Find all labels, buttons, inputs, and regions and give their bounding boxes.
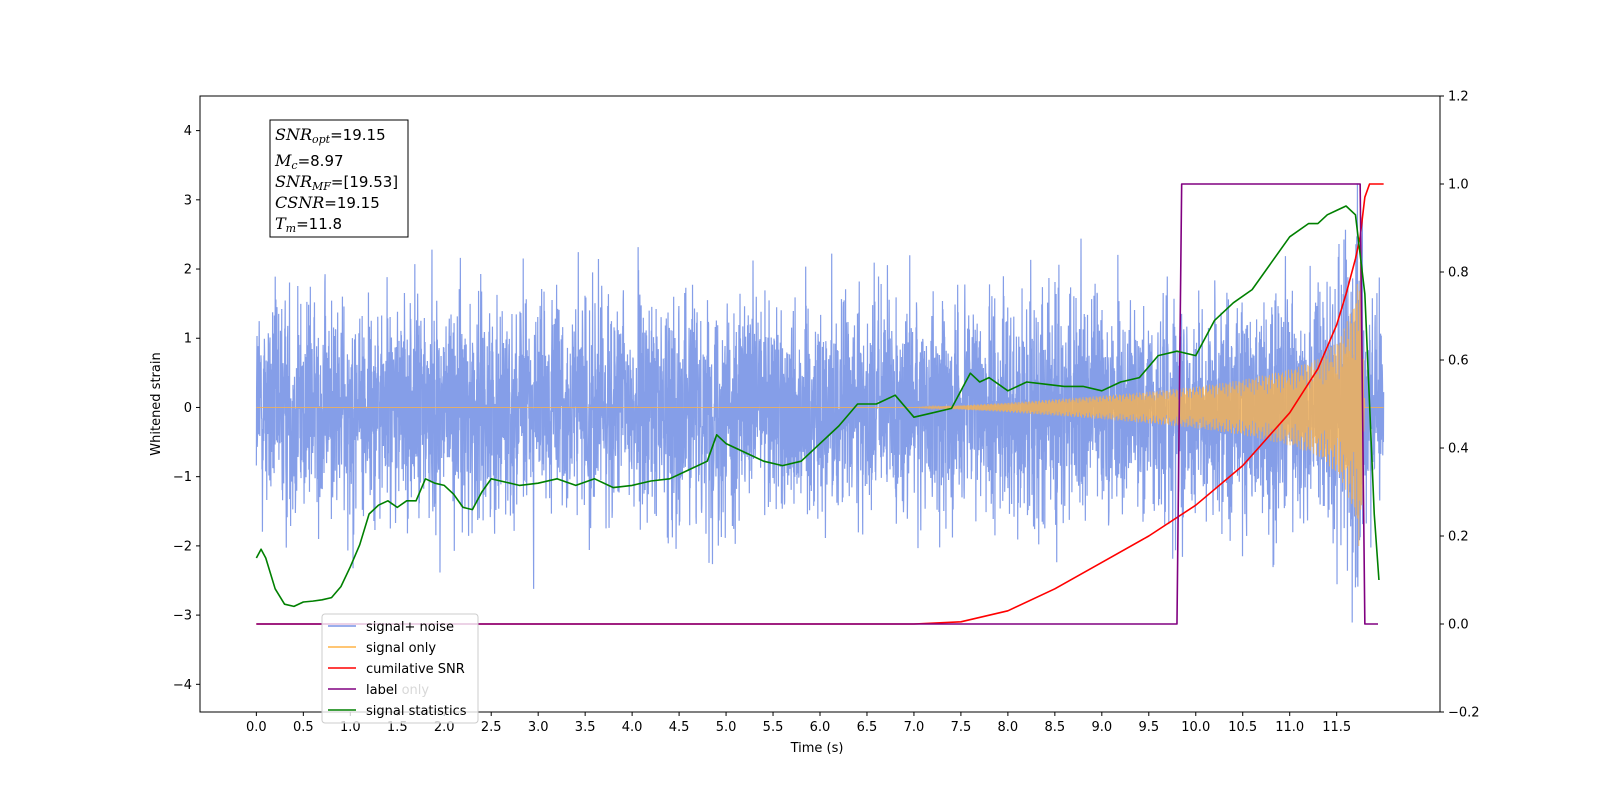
x-tick-label: 6.5 [857,720,878,735]
y-tick-label: −1 [173,470,192,485]
annotation-tm: Tm=11.8 [275,214,342,235]
y-tick-label: 3 [184,193,192,208]
y2-tick-label: −0.2 [1448,706,1480,721]
legend-item-signal-only: signal only [328,641,436,656]
y-tick-label: 2 [184,263,192,278]
x-tick-label: 2.0 [434,720,455,735]
x-tick-label: 7.5 [951,720,972,735]
y-axis-left: 4 3 2 1 0 −1 −2 −3 −4 [173,124,200,693]
svg-text:signal statistics: signal statistics [366,704,467,719]
y2-tick-label: 0.4 [1448,442,1469,457]
y2-tick-label: 0.6 [1448,354,1469,369]
x-tick-label: 3.5 [575,720,596,735]
x-tick-label: 0.0 [246,720,267,735]
y2-tick-label: 0.2 [1448,530,1469,545]
annotation-mc: Mc=8.97 [274,151,344,172]
y2-tick-label: 0.8 [1448,266,1469,281]
y-tick-label: 0 [184,401,192,416]
y-tick-label: −2 [173,539,192,554]
x-tick-label: 1.0 [340,720,361,735]
legend-item-signal-noise: signal+ noise [328,620,454,635]
x-tick-label: 5.5 [763,720,784,735]
x-tick-label: 0.5 [293,720,314,735]
x-tick-label: 10.0 [1181,720,1210,735]
x-axis-label: Time (s) [790,741,844,756]
parameters-annotation: SNRopt=19.15 Mc=8.97 SNRMF=[19.53] CSNR=… [269,119,409,238]
x-tick-label: 9.0 [1091,720,1112,735]
y-tick-label: −4 [173,678,192,693]
x-tick-label: 5.0 [716,720,737,735]
annotation-snr-mf: SNRMF=[19.53] [275,172,398,193]
legend-item-signal-statistics: signal statistics [328,704,467,719]
x-tick-label: 10.5 [1228,720,1257,735]
x-tick-label: 6.0 [810,720,831,735]
x-tick-label: 7.0 [904,720,925,735]
legend: signal+ noise signal only cumilative SNR… [321,613,479,724]
legend-item-label: label [328,683,397,698]
x-tick-label: 11.0 [1275,720,1304,735]
svg-text:signal only: signal only [366,641,436,656]
svg-text:signal+ noise: signal+ noise [366,620,454,635]
series-label [256,183,1378,625]
x-tick-label: 3.0 [528,720,549,735]
x-tick-label: 11.5 [1322,720,1351,735]
svg-text:label: label [366,683,397,698]
y-axis-label: Whitened strain [149,352,164,455]
x-tick-label: 4.0 [622,720,643,735]
series-signal-statistics [255,205,1380,608]
svg-text:cumilative SNR: cumilative SNR [366,662,465,677]
y-tick-label: 1 [184,332,192,347]
x-tick-label: 8.5 [1045,720,1066,735]
annotation-csnr: CSNR=19.15 [275,193,380,212]
x-tick-label: 2.5 [481,720,502,735]
svg-text:label only: label only [366,683,429,698]
x-tick-label: 8.0 [998,720,1019,735]
legend-item-label-only: label only [366,683,429,698]
annotation-snr-opt: SNRopt=19.15 [275,125,386,146]
legend-item-cumulative-snr: cumilative SNR [328,662,465,677]
y-axis-right: 1.2 1.0 0.8 0.6 0.4 0.2 0.0 −0.2 [1440,90,1480,721]
y2-tick-label: 0.0 [1448,618,1469,633]
y2-tick-label: 1.0 [1448,178,1469,193]
series-signal-only [256,262,1384,546]
y-tick-label: −3 [173,609,192,624]
y-tick-label: 4 [184,124,192,139]
x-tick-label: 4.5 [669,720,690,735]
x-axis: 0.0 0.5 1.0 1.5 2.0 2.5 3.0 3.5 4.0 4.5 5.0 5.5 6.0 6… [246,712,1351,735]
x-tick-label: 1.5 [387,720,408,735]
y2-tick-label: 1.2 [1448,90,1469,105]
plot-area [255,183,1385,625]
x-tick-label: 9.5 [1138,720,1159,735]
